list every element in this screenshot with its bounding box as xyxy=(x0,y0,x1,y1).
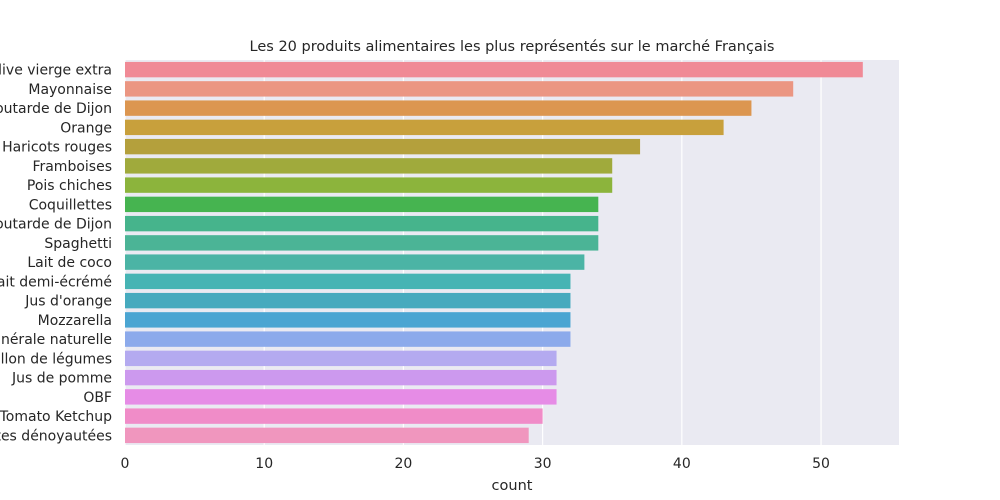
bar xyxy=(125,350,557,367)
x-tick-label: 30 xyxy=(534,456,552,472)
x-tick-label: 0 xyxy=(121,456,130,472)
category-label: Jus d'orange xyxy=(24,294,112,310)
category-label: Moutarde de Dijon xyxy=(0,217,112,233)
category-label: Framboises xyxy=(32,159,112,175)
category-label: Spaghetti xyxy=(44,236,112,252)
bar xyxy=(125,369,557,386)
bar xyxy=(125,273,571,290)
category-label: Orange xyxy=(60,120,112,136)
category-label: Mozzarella xyxy=(38,313,112,329)
bar xyxy=(125,81,794,97)
bar xyxy=(125,138,641,155)
bar xyxy=(125,215,599,232)
x-tick-label: 10 xyxy=(255,456,273,472)
category-label: Lait demi-écrémé xyxy=(0,274,112,290)
x-tick-labels: 0 10 20 30 40 50 xyxy=(121,456,830,472)
plot-background xyxy=(125,60,899,445)
x-tick-label: 20 xyxy=(395,456,413,472)
category-label: OBF xyxy=(83,390,112,406)
category-label: Eau minérale naturelle xyxy=(0,332,112,348)
bar xyxy=(125,119,724,136)
bar xyxy=(125,408,543,424)
bars-group xyxy=(125,61,863,444)
x-tick-label: 50 xyxy=(812,456,830,472)
category-label: Tomato Ketchup xyxy=(0,409,112,425)
category-label: Moutarde de Dijon xyxy=(0,101,112,117)
bar xyxy=(125,61,863,78)
bar xyxy=(125,100,752,116)
bar xyxy=(125,235,599,251)
category-label: Pois chiches xyxy=(27,178,112,194)
x-tick-label: 40 xyxy=(673,456,691,472)
category-labels: Huile d'olive vierge extra Mayonnaise Mout… xyxy=(0,63,112,445)
category-label: Jus de pomme xyxy=(11,371,112,387)
chart-title: Les 20 produits alimentaires les plus re… xyxy=(250,39,775,55)
category-label: Lait de coco xyxy=(27,255,112,271)
category-label: Mayonnaise xyxy=(28,82,112,98)
category-label: Coquillettes xyxy=(29,197,112,213)
category-label: Haricots rouges xyxy=(2,140,112,156)
bar xyxy=(125,177,613,193)
bar xyxy=(125,254,585,270)
category-label: Huile d'olive vierge extra xyxy=(0,63,112,79)
bar xyxy=(125,312,571,328)
category-label: Bouillon de légumes xyxy=(0,351,112,367)
bar xyxy=(125,389,557,405)
x-axis-label: count xyxy=(492,478,533,494)
category-label: Dattes dénoyautées xyxy=(0,428,112,444)
bar xyxy=(125,158,613,174)
bar xyxy=(125,292,571,309)
bar xyxy=(125,427,529,444)
bar xyxy=(125,331,571,347)
bar xyxy=(125,196,599,213)
